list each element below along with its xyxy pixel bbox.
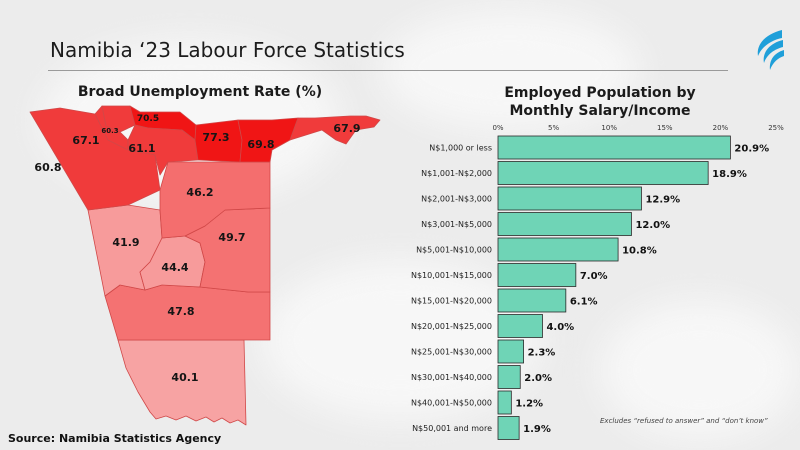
chart-footnote: Excludes “refused to answer” and “don’t … (600, 417, 768, 425)
category-label: N$20,001-N$25,000 (411, 322, 492, 331)
map-label-omaheke: 49.7 (218, 231, 245, 244)
bar-value-label: 10.8% (622, 246, 657, 257)
category-label: N$1,000 or less (429, 144, 492, 153)
chart-title: Employed Population by Monthly Salary/In… (504, 85, 696, 119)
map-label-karas: 40.1 (171, 371, 198, 384)
bar (497, 186, 642, 211)
category-label: N$5,001-N$10,000 (416, 246, 492, 255)
map-label-hardap: 47.8 (167, 305, 194, 318)
category-label: N$30,001-N$40,000 (411, 373, 492, 382)
map-region-karas (117, 339, 247, 426)
bar (497, 263, 577, 287)
x-tick-label: 10% (601, 124, 617, 132)
map-label-khomas: 44.4 (161, 261, 188, 274)
map-label-oshikoto: 61.1 (128, 142, 155, 155)
map-label-oshana: 60.3 (101, 127, 118, 135)
bar-value-label: 20.9% (734, 144, 769, 155)
bar (497, 390, 512, 415)
map-region-zambezi (289, 115, 381, 145)
bar-value-label: 18.9% (712, 169, 747, 180)
map-region-oshana (101, 105, 136, 133)
x-tick-label: 15% (657, 124, 673, 132)
map-label-kavango-east: 69.8 (247, 138, 274, 151)
bar (497, 212, 632, 236)
bar-value-label: 2.3% (528, 348, 556, 359)
map-region-kavango-east (237, 117, 299, 163)
x-tick-label: 5% (548, 124, 559, 132)
map-label-omusati: 67.1 (72, 134, 99, 147)
x-tick-label: 25% (768, 124, 784, 132)
x-tick-label: 0% (492, 124, 503, 132)
category-label: N$2,001-N$3,000 (421, 195, 492, 204)
bar-value-label: 12.0% (635, 220, 670, 231)
bar-value-label: 7.0% (580, 271, 608, 282)
swoosh-logo-icon (757, 30, 784, 70)
background-cloud (260, 260, 540, 420)
bar-value-label: 12.9% (645, 195, 680, 206)
bar (497, 416, 520, 440)
bar (497, 161, 709, 185)
bar (497, 135, 731, 160)
source-note: Source: Namibia Statistics Agency (8, 432, 222, 445)
unemployment-map: 60.8 67.1 70.5 60.3 61.1 77.3 69.8 67.9 … (29, 105, 381, 426)
bar (497, 237, 619, 262)
map-region-otjozondjupa (159, 161, 271, 239)
category-label: N$3,001-N$5,000 (421, 220, 492, 229)
category-label: N$50,001 and more (412, 424, 492, 433)
bar (497, 288, 567, 313)
page-title: Namibia ‘23 Labour Force Statistics (50, 38, 405, 62)
map-label-otjozondjupa: 46.2 (186, 186, 213, 199)
background-cloud (600, 300, 800, 440)
bar-value-label: 2.0% (524, 373, 552, 384)
bar (497, 365, 521, 389)
map-label-kavango-west: 77.3 (202, 131, 229, 144)
map-title: Broad Unemployment Rate (%) (77, 84, 323, 100)
title-divider (48, 70, 728, 71)
category-label: N$1,001-N$2,000 (421, 169, 492, 178)
map-label-kunene: 60.8 (34, 161, 61, 174)
map-label-erongo: 41.9 (112, 236, 139, 249)
bar-value-label: 1.2% (515, 399, 543, 410)
bar-value-label: 1.9% (523, 424, 551, 435)
category-label: N$10,001-N$15,000 (411, 271, 492, 280)
bar (497, 314, 543, 338)
category-label: N$15,001-N$20,000 (411, 297, 492, 306)
bar-value-label: 6.1% (570, 297, 598, 308)
bar (497, 339, 524, 364)
map-label-zambezi: 67.9 (333, 122, 360, 135)
map-label-ohangwena: 70.5 (137, 114, 159, 124)
category-label: N$40,001-N$50,000 (411, 399, 492, 408)
bar-value-label: 4.0% (546, 322, 574, 333)
x-tick-label: 20% (713, 124, 729, 132)
category-label: N$25,001-N$30,000 (411, 348, 492, 357)
